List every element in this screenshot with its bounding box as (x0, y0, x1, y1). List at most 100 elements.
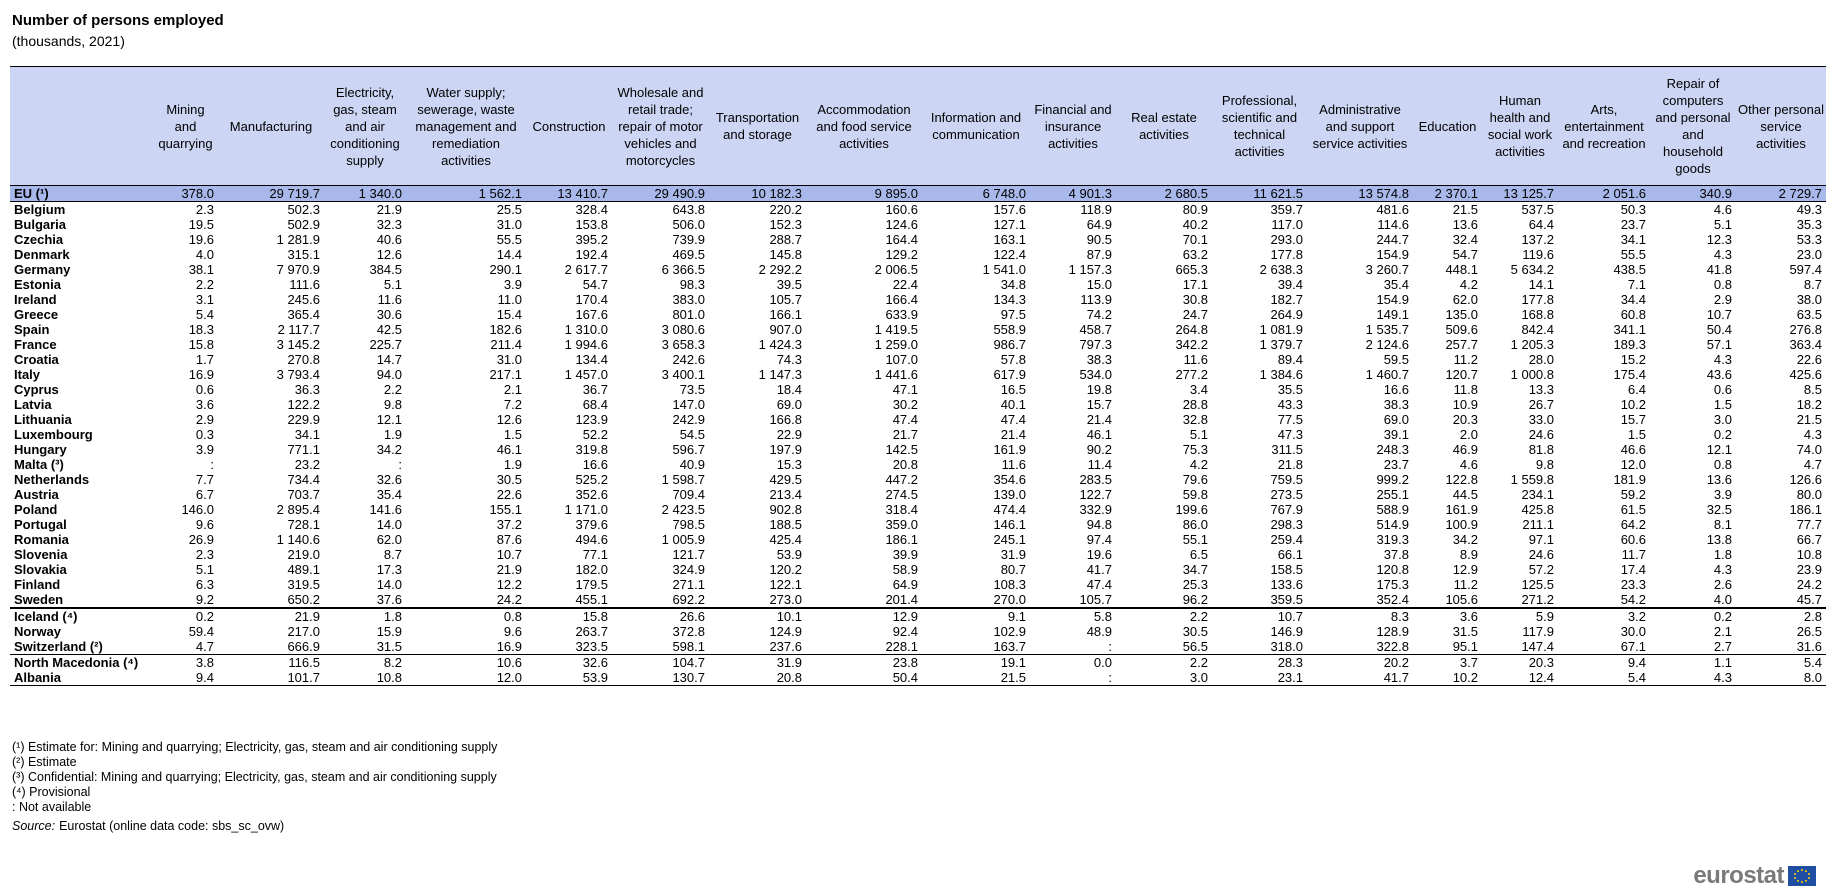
value-cell: 665.3 (1175, 262, 1208, 277)
value-cell: 1 171.0 (564, 502, 608, 517)
value-cell: 32.4 (1452, 232, 1478, 247)
value-cell: 1 081.9 (1259, 322, 1303, 337)
value-cell: 14.0 (376, 577, 402, 592)
value-cell: 114.6 (1377, 217, 1409, 232)
value-cell: 0.2 (1713, 427, 1732, 442)
value-cell: 49.3 (1796, 202, 1822, 217)
value-cell: 10.7 (496, 547, 522, 562)
value-cell: 21.5 (1796, 412, 1822, 427)
value-cell: 2.8 (1803, 609, 1822, 624)
value-cell: 122.7 (1079, 487, 1112, 502)
value-cell: 3 793.4 (276, 367, 320, 382)
value-cell: 842.4 (1521, 322, 1554, 337)
value-cell: 63.5 (1796, 307, 1822, 322)
value-cell: 2 117.7 (277, 322, 320, 337)
value-cell: 15.9 (376, 624, 402, 639)
value-cell: 257.7 (1445, 337, 1478, 352)
value-cell: 6.5 (1189, 547, 1208, 562)
value-cell: 2 124.6 (1365, 337, 1409, 352)
value-cell: 12.1 (1706, 442, 1732, 457)
value-cell: 124.6 (885, 217, 918, 232)
value-cell: 126.6 (1789, 472, 1822, 487)
value-cell: 32.6 (582, 655, 608, 670)
value-cell: 1 140.6 (276, 532, 320, 547)
value-cell: 62.0 (376, 532, 402, 547)
value-cell: 0.6 (195, 382, 214, 397)
value-cell: 182.0 (575, 562, 608, 577)
value-cell: 38.0 (1796, 292, 1822, 307)
value-cell: 17.1 (1182, 277, 1208, 292)
table-row: Greece 5.4 365.4 30.6 15.4 167.6 801.0 166.1 633… (10, 307, 1826, 322)
value-cell: 11.6 (377, 292, 402, 307)
value-cell: 181.9 (1613, 472, 1646, 487)
value-cell: 22.6 (1796, 352, 1822, 367)
value-cell: 90.5 (1086, 232, 1112, 247)
value-cell: 4.0 (1650, 592, 1736, 609)
value-cell: 2.2 (1189, 609, 1208, 624)
value-cell: 739.9 (672, 232, 705, 247)
value-cell: 11.2 (1453, 577, 1478, 592)
value-cell: 23.9 (1796, 562, 1822, 577)
value-cell: 429.5 (769, 472, 802, 487)
value-cell: 1 460.7 (1365, 367, 1409, 382)
column-header: Other personal service activities (1736, 66, 1826, 186)
value-cell: 170.4 (575, 292, 608, 307)
value-cell: 32.8 (1182, 412, 1208, 427)
value-cell: 55.5 (1620, 247, 1646, 262)
value-cell: 3.9 (503, 277, 522, 292)
value-cell: 598.1 (612, 639, 709, 655)
column-header: Education (1413, 66, 1482, 186)
value-cell: 35.4 (1383, 277, 1409, 292)
value-cell: 5.4 (1558, 670, 1650, 686)
value-cell: 33.0 (1528, 412, 1554, 427)
value-cell: 273.5 (1270, 487, 1303, 502)
row-label: Lithuania (14, 412, 72, 427)
value-cell: 60.8 (1620, 307, 1646, 322)
value-cell: 244.7 (1376, 232, 1409, 247)
value-cell: 2 370.1 (1413, 185, 1482, 202)
value-cell: 189.3 (1613, 337, 1646, 352)
table-row: Estonia 2.2 111.6 5.1 3.9 54.7 98.3 39.5 22.4 34.… (10, 277, 1826, 292)
value-cell: 29 490.9 (612, 185, 709, 202)
value-cell: 21.8 (1277, 457, 1303, 472)
value-cell: 3.9 (1713, 487, 1732, 502)
value-cell: 12.9 (1452, 562, 1478, 577)
value-cell: 123.9 (575, 412, 608, 427)
table-row: Czechia 19.6 1 281.9 40.6 55.5 395.2 739.9 288.… (10, 232, 1826, 247)
row-label: Bulgaria (14, 217, 67, 232)
value-cell: 15.2 (1620, 352, 1646, 367)
value-cell: 10.6 (496, 655, 522, 670)
value-cell: 182.6 (489, 322, 522, 337)
value-cell: 80.9 (1182, 202, 1208, 217)
value-cell: 759.5 (1270, 472, 1303, 487)
table-row: Italy 16.9 3 793.4 94.0 217.1 1 457.0 3 400.1 1… (10, 367, 1826, 382)
value-cell: 448.1 (1445, 262, 1478, 277)
value-cell: 21.9 (376, 202, 402, 217)
value-cell: 7.7 (195, 472, 214, 487)
value-cell: 10.1 (776, 609, 802, 624)
value-cell: 2.3 (195, 202, 214, 217)
value-cell: 5.1 (195, 562, 214, 577)
value-cell: 46.6 (1620, 442, 1646, 457)
value-cell: 69.0 (776, 397, 802, 412)
value-cell: 0.8 (503, 609, 522, 624)
value-cell: 6 366.5 (661, 262, 705, 277)
value-cell: 228.1 (806, 639, 922, 655)
row-label: Netherlands (14, 472, 90, 487)
table-row: France 15.8 3 145.2 225.7 211.4 1 994.6 3 658.… (10, 337, 1826, 352)
value-cell: 34.4 (1620, 292, 1646, 307)
value-cell: 68.4 (582, 397, 608, 412)
value-cell: 319.8 (575, 442, 608, 457)
value-cell: 270.0 (922, 592, 1030, 609)
value-cell: 2 006.5 (874, 262, 918, 277)
value-cell: 2.9 (1713, 292, 1732, 307)
value-cell: 69.0 (1383, 412, 1409, 427)
value-cell: 318.0 (1212, 639, 1307, 655)
value-cell: 6.4 (1627, 382, 1646, 397)
value-cell: 259.4 (1270, 532, 1303, 547)
value-cell: 22.6 (496, 487, 522, 502)
value-cell: 217.1 (489, 367, 522, 382)
value-cell: 12.3 (1706, 232, 1732, 247)
value-cell: 801.0 (672, 307, 705, 322)
